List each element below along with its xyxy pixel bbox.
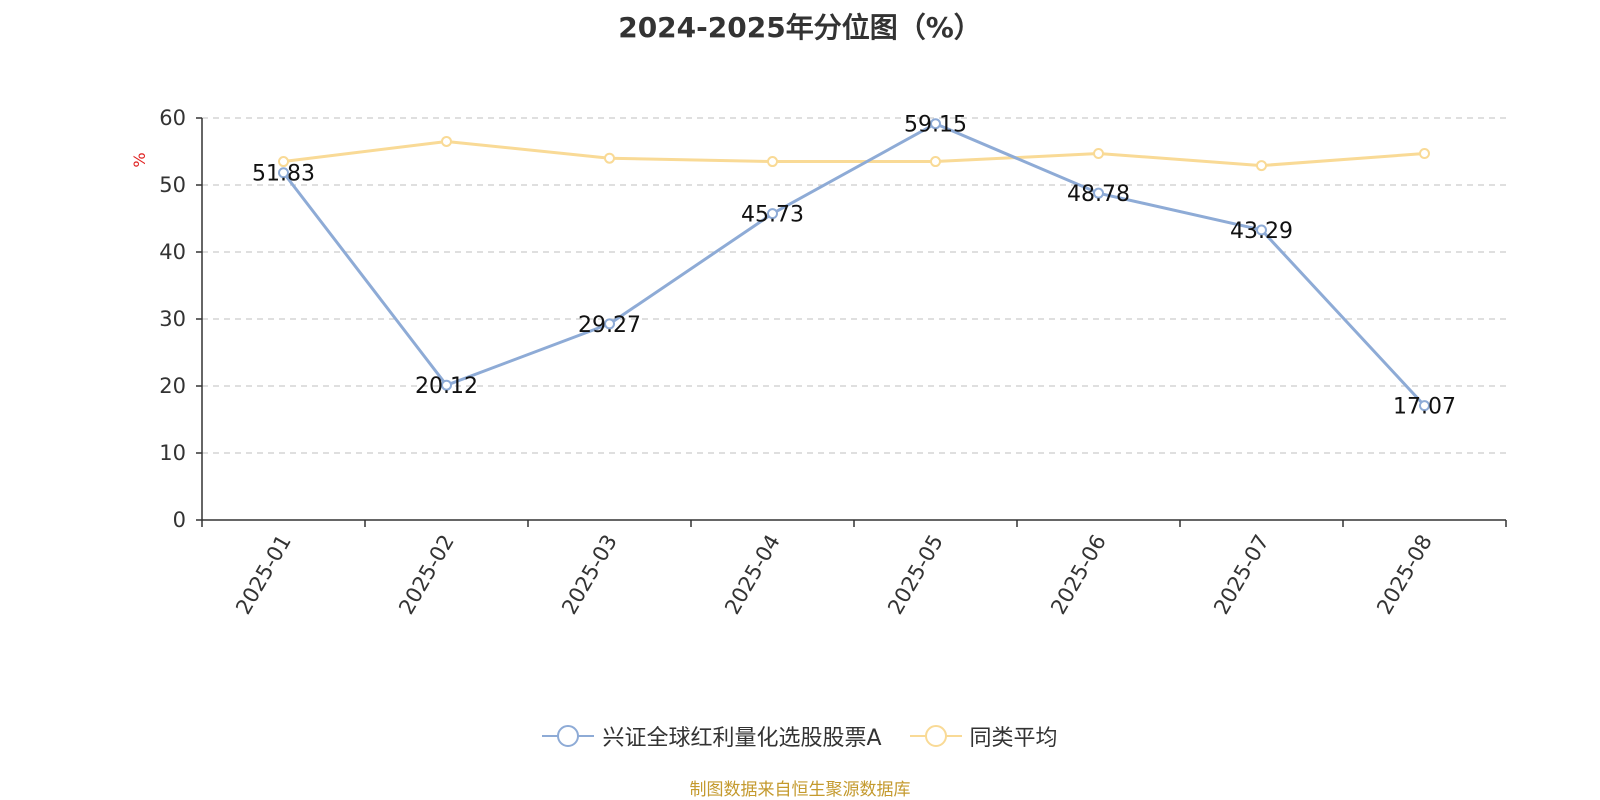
x-tick-label: 2025-01 bbox=[231, 531, 296, 619]
data-point[interactable] bbox=[930, 156, 941, 168]
y-tick-label: 10 bbox=[159, 441, 186, 465]
data-label: 48.78 bbox=[1067, 182, 1130, 207]
grid-lines bbox=[202, 117, 1506, 454]
legend-swatch-fund-icon bbox=[542, 725, 595, 747]
data-point[interactable] bbox=[278, 156, 289, 168]
chart-title: 2024-2025年分位图（%） bbox=[618, 11, 982, 44]
y-tick-label: 30 bbox=[159, 307, 186, 331]
legend-label-average: 同类平均 bbox=[969, 726, 1058, 751]
legend-item-fund[interactable]: 兴证全球红利量化选股股票A bbox=[542, 720, 882, 752]
source-note: 制图数据来自恒生聚源数据库 bbox=[689, 780, 911, 800]
data-point[interactable] bbox=[604, 318, 615, 330]
x-tick-label: 2025-07 bbox=[1209, 531, 1274, 619]
y-tick-label: 0 bbox=[173, 508, 186, 532]
data-point[interactable] bbox=[1419, 400, 1430, 412]
data-point[interactable] bbox=[441, 379, 452, 391]
data-labels: 51.83 20.12 29.27 45.73 59.15 48.78 43.29 17.07 bbox=[252, 113, 1456, 420]
data-label: 45.73 bbox=[741, 203, 804, 228]
data-point[interactable] bbox=[767, 156, 778, 168]
data-point[interactable] bbox=[1093, 187, 1104, 199]
data-point[interactable] bbox=[1256, 160, 1267, 172]
data-point[interactable] bbox=[1093, 148, 1104, 160]
data-label: 59.15 bbox=[904, 113, 967, 138]
data-point[interactable] bbox=[278, 167, 289, 179]
data-point[interactable] bbox=[604, 152, 615, 164]
x-tick-label: 2025-04 bbox=[720, 531, 785, 619]
x-tick-label: 2025-03 bbox=[557, 531, 622, 619]
legend-swatch-average-icon bbox=[909, 725, 962, 747]
legend-item-average[interactable]: 同类平均 bbox=[909, 720, 1058, 752]
data-point[interactable] bbox=[441, 135, 452, 147]
series-line-1 bbox=[283, 139, 1425, 168]
axes: 0 10 20 30 40 50 60% 2025-01 2025-02 2025-03 2025-… bbox=[130, 106, 1507, 619]
y-tick-label: 40 bbox=[159, 240, 186, 264]
legend: 兴证全球红利量化选股股票A 同类平均 bbox=[0, 720, 1600, 752]
series-line-0 bbox=[282, 122, 1426, 407]
data-label: 20.12 bbox=[415, 374, 478, 399]
x-tick-label: 2025-08 bbox=[1372, 531, 1437, 619]
data-point[interactable] bbox=[1419, 148, 1430, 160]
data-label: 29.27 bbox=[578, 313, 641, 338]
data-point[interactable] bbox=[1256, 224, 1267, 236]
data-point[interactable] bbox=[930, 118, 941, 130]
data-label: 43.29 bbox=[1230, 219, 1293, 244]
data-label: 51.83 bbox=[252, 162, 315, 187]
y-axis-label: % bbox=[130, 152, 149, 167]
x-tick-label: 2025-05 bbox=[883, 531, 948, 619]
y-tick-label: 60 bbox=[159, 106, 186, 130]
series-lines bbox=[278, 118, 1430, 412]
data-label: 17.07 bbox=[1393, 395, 1456, 420]
y-tick-label: 50 bbox=[159, 173, 186, 197]
x-tick-label: 2025-06 bbox=[1046, 531, 1111, 619]
legend-label-fund: 兴证全球红利量化选股股票A bbox=[602, 726, 882, 751]
data-point[interactable] bbox=[767, 208, 778, 220]
y-tick-label: 20 bbox=[159, 374, 186, 398]
x-tick-label: 2025-02 bbox=[394, 531, 459, 619]
